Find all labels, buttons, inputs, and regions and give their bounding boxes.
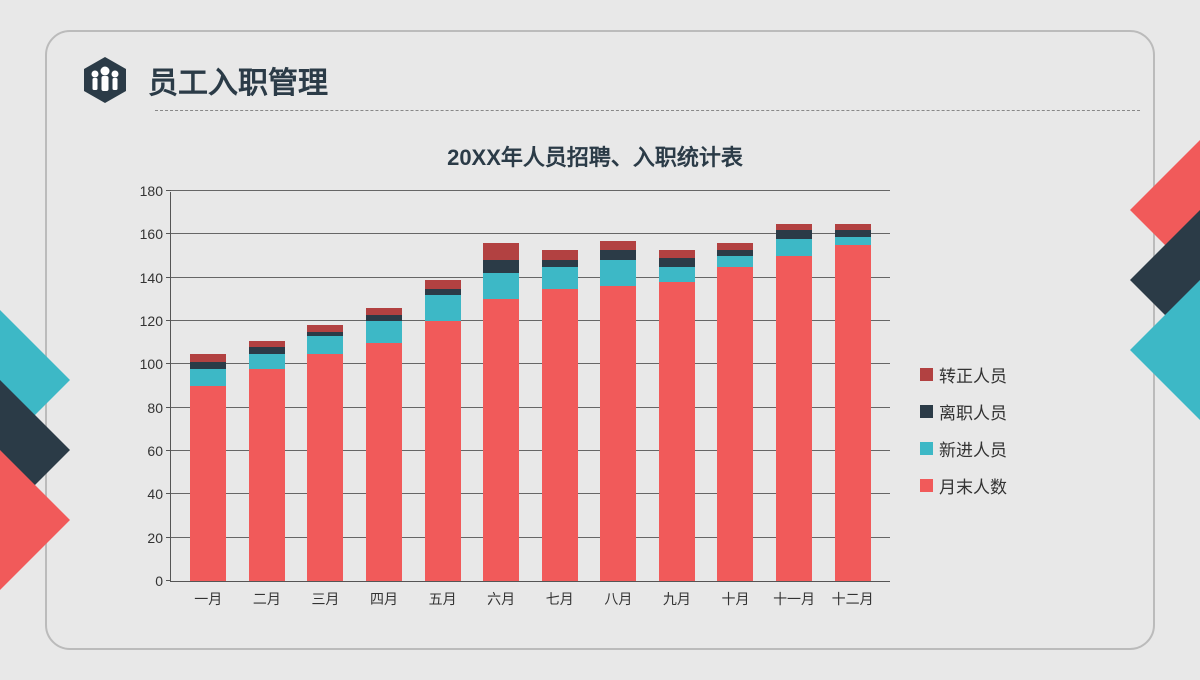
legend-label: 新进人员 bbox=[939, 436, 1007, 461]
bar-segment-leave bbox=[600, 250, 636, 261]
y-axis-label: 0 bbox=[155, 573, 171, 589]
bar-segment-month_end bbox=[483, 299, 519, 581]
bar-segment-new_hire bbox=[776, 239, 812, 256]
y-axis-label: 80 bbox=[147, 400, 171, 416]
bar-segment-leave bbox=[483, 260, 519, 273]
bar-segment-month_end bbox=[542, 289, 578, 582]
bar-column: 三月 bbox=[307, 325, 343, 581]
bar-segment-month_end bbox=[366, 343, 402, 581]
bar-segment-new_hire bbox=[717, 256, 753, 267]
y-axis-label: 160 bbox=[140, 226, 171, 242]
legend-swatch bbox=[920, 405, 933, 418]
bar-segment-month_end bbox=[425, 321, 461, 581]
x-axis-label: 十一月 bbox=[773, 581, 815, 609]
bar-segment-new_hire bbox=[366, 321, 402, 343]
page-title: 员工入职管理 bbox=[148, 58, 328, 102]
y-axis-label: 20 bbox=[147, 530, 171, 546]
bar-segment-new_hire bbox=[659, 267, 695, 282]
x-axis-label: 十二月 bbox=[832, 581, 874, 609]
legend-swatch bbox=[920, 442, 933, 455]
x-axis-label: 九月 bbox=[663, 581, 691, 609]
bar-segment-new_hire bbox=[483, 273, 519, 299]
bar-segment-month_end bbox=[776, 256, 812, 581]
bar-column: 七月 bbox=[542, 250, 578, 581]
bar-column: 十一月 bbox=[776, 224, 812, 581]
x-axis-label: 五月 bbox=[429, 581, 457, 609]
bar-column: 八月 bbox=[600, 241, 636, 581]
bar-segment-regular bbox=[483, 243, 519, 260]
bar-column: 六月 bbox=[483, 243, 519, 581]
bar-segment-new_hire bbox=[425, 295, 461, 321]
x-axis-label: 二月 bbox=[253, 581, 281, 609]
decoration-left bbox=[0, 310, 70, 590]
y-axis-label: 60 bbox=[147, 443, 171, 459]
bar-segment-new_hire bbox=[542, 267, 578, 289]
legend-label: 转正人员 bbox=[939, 362, 1007, 387]
x-axis-label: 一月 bbox=[194, 581, 222, 609]
x-axis-label: 十月 bbox=[721, 581, 749, 609]
bar-segment-leave bbox=[776, 230, 812, 239]
bar-column: 五月 bbox=[425, 280, 461, 581]
x-axis-label: 六月 bbox=[487, 581, 515, 609]
bar-segment-month_end bbox=[190, 386, 226, 581]
bar-segment-new_hire bbox=[600, 260, 636, 286]
chart-plot: 020406080100120140160180一月二月三月四月五月六月七月八月… bbox=[130, 192, 890, 612]
header-divider bbox=[155, 110, 1140, 111]
bar-segment-new_hire bbox=[307, 336, 343, 353]
chart-container: 20XX年人员招聘、入职统计表 0 20 40 60 80 100 120 140 160 180… bbox=[130, 140, 1060, 640]
bar-column: 九月 bbox=[659, 250, 695, 581]
legend-swatch bbox=[920, 479, 933, 492]
bar-segment-regular bbox=[190, 354, 226, 363]
bar-segment-new_hire bbox=[190, 369, 226, 386]
bar-segment-new_hire bbox=[249, 354, 285, 369]
bar-column: 二月 bbox=[249, 341, 285, 581]
legend-label: 离职人员 bbox=[939, 399, 1007, 424]
bar-segment-regular bbox=[600, 241, 636, 250]
x-axis-label: 七月 bbox=[546, 581, 574, 609]
bar-column: 四月 bbox=[366, 308, 402, 581]
bar-segment-month_end bbox=[600, 286, 636, 581]
chart-title: 20XX年人员招聘、入职统计表 bbox=[130, 140, 1060, 172]
bar-segment-regular bbox=[425, 280, 461, 289]
x-axis-label: 三月 bbox=[311, 581, 339, 609]
y-axis-label: 180 bbox=[140, 183, 171, 199]
x-axis-label: 八月 bbox=[604, 581, 632, 609]
decoration-right bbox=[1130, 140, 1200, 420]
legend-item-month_end: 月末人数 bbox=[920, 473, 1007, 498]
legend-swatch bbox=[920, 368, 933, 381]
y-axis-label: 140 bbox=[140, 270, 171, 286]
legend-item-regular: 转正人员 bbox=[920, 362, 1007, 387]
legend-item-leave: 离职人员 bbox=[920, 399, 1007, 424]
y-axis-label: 120 bbox=[140, 313, 171, 329]
legend-item-new_hire: 新进人员 bbox=[920, 436, 1007, 461]
bar-segment-month_end bbox=[835, 245, 871, 581]
bar-segment-regular bbox=[542, 250, 578, 261]
bar-segment-month_end bbox=[249, 369, 285, 581]
bar-column: 十月 bbox=[717, 243, 753, 581]
legend-label: 月末人数 bbox=[939, 473, 1007, 498]
people-group-icon bbox=[80, 55, 130, 105]
bar-column: 十二月 bbox=[835, 224, 871, 581]
bar-segment-month_end bbox=[659, 282, 695, 581]
bar-segment-leave bbox=[659, 258, 695, 267]
bar-segment-new_hire bbox=[835, 237, 871, 246]
bar-segment-month_end bbox=[307, 354, 343, 582]
bar-segment-regular bbox=[659, 250, 695, 259]
y-axis-label: 100 bbox=[140, 356, 171, 372]
header: 员工入职管理 bbox=[80, 55, 328, 105]
bar-segment-month_end bbox=[717, 267, 753, 581]
y-axis-label: 40 bbox=[147, 486, 171, 502]
bar-column: 一月 bbox=[190, 354, 226, 581]
chart-legend: 转正人员离职人员新进人员月末人数 bbox=[920, 192, 1007, 498]
x-axis-label: 四月 bbox=[370, 581, 398, 609]
